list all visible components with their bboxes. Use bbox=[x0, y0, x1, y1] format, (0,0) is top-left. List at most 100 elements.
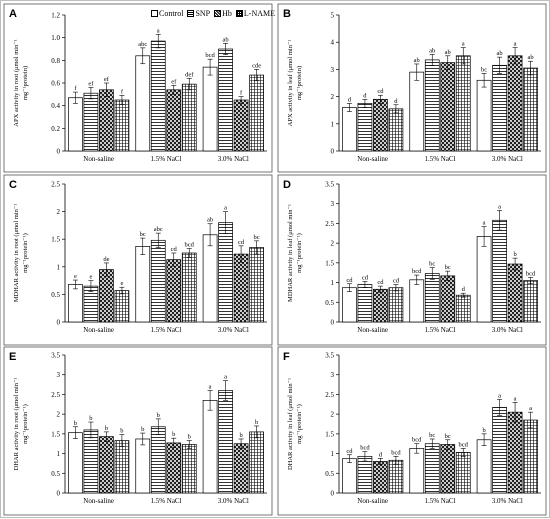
bar-l-name bbox=[455, 452, 471, 494]
significance-letter: cd bbox=[393, 278, 400, 285]
significance-letter: bcd bbox=[412, 268, 422, 275]
bar-snp bbox=[150, 40, 166, 152]
significance-letter: bcd bbox=[185, 242, 195, 249]
significance-letter: ab bbox=[445, 49, 451, 56]
panel-letter: F bbox=[283, 351, 290, 363]
panel-frame bbox=[3, 174, 273, 346]
significance-letter: b bbox=[105, 425, 108, 432]
y-tick-label: 0.5 bbox=[51, 291, 60, 299]
y-tick-label: 0 bbox=[57, 319, 61, 327]
y-axis-label: DHAR activity in leaf (μmol min⁻¹ bbox=[287, 378, 294, 470]
x-tick-label: 3.0% NaCl bbox=[492, 326, 523, 334]
x-tick-label: 3.0% NaCl bbox=[492, 497, 523, 505]
bar-l-name bbox=[388, 108, 404, 152]
y-tick-label: 2.5 bbox=[51, 181, 60, 189]
panel-letter: C bbox=[9, 179, 17, 191]
bar-l-name bbox=[114, 440, 130, 494]
y-axis-label: MDHAR activity in root (μmol min⁻¹ bbox=[13, 204, 20, 303]
y-tick-label: 2 bbox=[57, 208, 61, 216]
y-tick-label: 3 bbox=[331, 200, 335, 208]
y-axis-label: mg⁻¹protein⁻¹) bbox=[296, 233, 303, 273]
legend-item-snp: SNP bbox=[187, 9, 210, 18]
bar-control bbox=[202, 66, 218, 152]
bar-hb bbox=[507, 411, 523, 494]
bar-hb bbox=[99, 269, 114, 323]
y-tick-label: 1.5 bbox=[51, 236, 60, 244]
legend-item-hb: Hb bbox=[214, 9, 232, 18]
bar-l-name bbox=[181, 83, 197, 152]
legend-swatch-empty bbox=[151, 9, 158, 17]
y-tick-label: 1.5 bbox=[51, 430, 60, 438]
y-tick-label: 0.5 bbox=[51, 470, 60, 478]
significance-letter: b bbox=[120, 428, 123, 435]
significance-letter: def bbox=[185, 71, 194, 78]
bar-l-name bbox=[455, 55, 471, 152]
bar-hb bbox=[233, 253, 249, 323]
significance-letter: a bbox=[529, 405, 532, 412]
significance-letter: e bbox=[120, 280, 123, 287]
bar-snp bbox=[492, 219, 507, 323]
bar-control bbox=[476, 236, 492, 323]
panel-letter: A bbox=[9, 8, 17, 20]
x-tick-label: Non-saline bbox=[83, 155, 114, 163]
bar-hb bbox=[440, 62, 456, 152]
significance-letter: cde bbox=[252, 62, 261, 69]
x-tick-label: 1.5% NaCl bbox=[150, 155, 181, 163]
significance-letter: f bbox=[240, 90, 243, 97]
bar-hb bbox=[373, 288, 388, 323]
significance-letter: cd bbox=[238, 239, 245, 246]
y-tick-label: 0.4 bbox=[51, 102, 60, 110]
y-tick-label: 1 bbox=[331, 279, 335, 287]
y-tick-label: 3 bbox=[57, 371, 61, 379]
bar-snp bbox=[83, 429, 99, 494]
bar-l-name bbox=[523, 280, 538, 323]
y-axis-label: MDHAR activity in leaf (μmol min⁻¹ bbox=[287, 204, 294, 302]
y-axis-label: mg⁻¹protein) bbox=[22, 66, 29, 100]
y-tick-label: 1.5 bbox=[325, 259, 334, 267]
x-tick-label: 3.0% NaCl bbox=[218, 155, 249, 163]
bar-snp bbox=[357, 284, 373, 323]
significance-letter: bc bbox=[445, 264, 451, 271]
significance-letter: ef bbox=[171, 78, 177, 85]
bar-control bbox=[135, 438, 151, 494]
bar-hb bbox=[507, 263, 523, 323]
x-tick-label: 1.5% NaCl bbox=[424, 497, 455, 505]
legend-swatch-grid bbox=[235, 9, 243, 17]
y-tick-label: 0.2 bbox=[51, 125, 60, 133]
panel-frame bbox=[277, 3, 547, 173]
panel-frame bbox=[277, 346, 547, 516]
bar-control bbox=[135, 55, 151, 152]
bar-hb bbox=[233, 99, 249, 152]
bar-control bbox=[135, 246, 151, 323]
significance-letter: bc bbox=[140, 231, 146, 238]
bar-l-name bbox=[388, 459, 404, 494]
y-tick-label: 2 bbox=[57, 411, 61, 419]
significance-letter: a bbox=[498, 393, 501, 400]
y-tick-label: 1 bbox=[331, 450, 335, 458]
bar-control bbox=[68, 97, 83, 152]
significance-letter: ef bbox=[88, 81, 94, 88]
y-tick-label: 2.5 bbox=[325, 220, 334, 228]
legend-swatch-lines bbox=[187, 9, 195, 17]
significance-letter: ab bbox=[429, 47, 435, 54]
bar-hb bbox=[373, 98, 388, 152]
panel-letter: E bbox=[9, 351, 16, 363]
panel-letter: B bbox=[283, 8, 291, 20]
y-axis-label: DHAR activity in root (μmol min⁻¹ bbox=[13, 378, 20, 471]
x-tick-label: Non-saline bbox=[83, 497, 114, 505]
y-tick-label: 1 bbox=[57, 450, 61, 458]
significance-letter: bcd bbox=[412, 437, 422, 444]
bar-hb bbox=[507, 55, 523, 152]
significance-letter: a bbox=[157, 27, 160, 34]
significance-letter: a bbox=[224, 374, 227, 381]
bar-snp bbox=[424, 443, 440, 494]
bar-control bbox=[342, 287, 357, 323]
significance-letter: bc bbox=[254, 234, 260, 241]
significance-letter: ab bbox=[414, 57, 420, 64]
panel-frame bbox=[3, 346, 273, 516]
significance-letter: b bbox=[188, 434, 191, 441]
significance-letter: cd bbox=[377, 279, 384, 286]
significance-letter: bcd bbox=[205, 52, 215, 59]
significance-letter: b bbox=[239, 432, 242, 439]
x-tick-label: 3.0% NaCl bbox=[492, 155, 523, 163]
